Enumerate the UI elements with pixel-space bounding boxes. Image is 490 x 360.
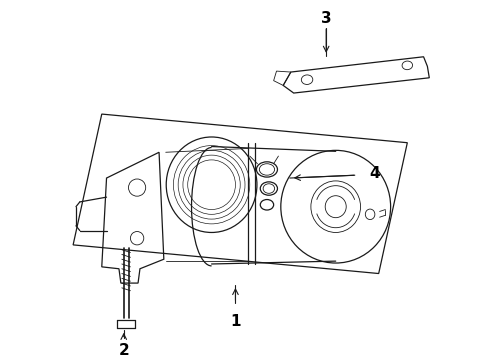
Text: 4: 4	[369, 166, 380, 181]
Text: 2: 2	[119, 343, 129, 358]
Text: 3: 3	[321, 11, 331, 26]
Text: 1: 1	[230, 314, 241, 329]
